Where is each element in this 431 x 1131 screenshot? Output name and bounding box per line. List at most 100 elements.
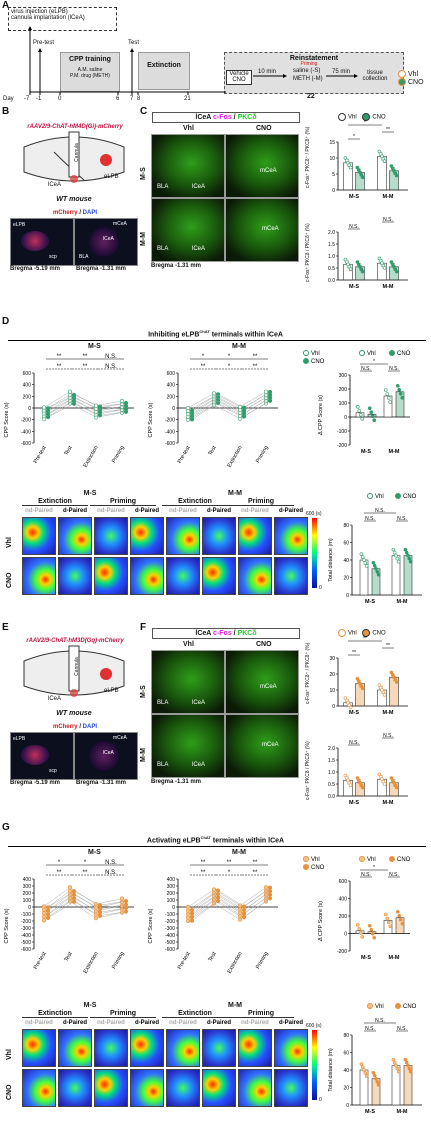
mm-title-g: M-M (232, 849, 246, 856)
chartG-ms-tick-label: -600 (21, 947, 31, 953)
chartF-top-group-label: M-M (383, 710, 394, 716)
chartD-mm-tick-label: 0 (172, 406, 175, 412)
mouse-brain-b (23, 131, 125, 183)
chartG-mm-tick-label: 0 (172, 905, 175, 911)
distD-point (404, 550, 409, 555)
chartC-top-group-label: M-S (349, 194, 359, 200)
chartD-ms-subject-line (43, 400, 123, 417)
heatmap-cell (22, 557, 56, 595)
distG-point (363, 1071, 368, 1075)
tick-a-4: 7 (130, 96, 134, 102)
chartG-mm-tick-label: -200 (165, 919, 175, 925)
chartD-mm-subject-line (191, 394, 271, 414)
virus-e: rAAV2/9-ChAT-hM3D(Gq)-mCherry (26, 638, 124, 644)
chartG-mm-point (241, 915, 247, 920)
chartG-delta-tick-label: 0 (344, 932, 347, 938)
chartC-bot-tick-label: 0.0 (328, 278, 335, 284)
chartF-top-point (382, 692, 387, 697)
stain-e-2: DAPI (82, 724, 98, 730)
chartG-mm-tick-label: -600 (165, 947, 175, 953)
chartG-ms-point (97, 910, 103, 915)
chartG-delta-point (358, 931, 363, 935)
ylabel-f2: c-Fos⁺ PKCδ / PKCδ⁺ (%) (305, 741, 311, 800)
chartD-mm-point (211, 391, 217, 396)
heat-chamber-label: d-Paired (206, 508, 231, 514)
chartD-delta-point (369, 410, 374, 414)
heatmap-cell (238, 1029, 272, 1067)
heat-row-label: Vhl (6, 1049, 13, 1060)
distG-tick-label: 80 (343, 1033, 349, 1039)
test-label: Test (128, 40, 140, 46)
chartG-ms-point (123, 902, 129, 907)
chartG-delta-tick-label: 600 (339, 879, 348, 885)
chartG-mm-point (189, 911, 195, 916)
cannula-e: Cannula (73, 657, 80, 676)
chartG-mm-tick-label: 100 (167, 898, 176, 904)
chartD-delta-sig-label: N.S. (389, 366, 399, 372)
distD-point (403, 547, 408, 552)
chartG-ms-subject-line (43, 894, 123, 914)
chartD-delta-bar (383, 395, 393, 418)
chartG-delta-point (395, 909, 400, 914)
chartD-mm-point (241, 405, 247, 410)
chartG-ms-tick-label: 100 (23, 898, 32, 904)
chartD-delta-tick-label: -200 (337, 443, 347, 449)
chartD-legend2-cno: CNO (397, 351, 411, 357)
distG-point (359, 1062, 364, 1066)
histology-e-right: mCeA lCeA (74, 732, 138, 780)
chartG-legend-vhl-dot (303, 856, 309, 862)
chartD-delta-bar (395, 391, 405, 418)
chartG-mm-point (241, 904, 247, 909)
chartG-ms-point (119, 896, 125, 901)
bregma-e-2: Bregma -1.31 mm (76, 780, 127, 786)
chartF-top-sig-label: ** (352, 650, 356, 656)
chartG-ms-phase-label: Extinction (83, 951, 100, 975)
chartD-ms-point (41, 405, 47, 410)
chartC-bot-tick-label: 0.5 (328, 266, 335, 272)
chartD-delta-tick-label: 200 (339, 387, 348, 393)
distG-point (395, 1066, 400, 1071)
chartD-delta-point (400, 395, 405, 400)
chartG-mm-point (211, 894, 217, 899)
title-g-1: Activating eLPB (146, 837, 201, 845)
heatmap-cell (238, 1069, 272, 1107)
bregma-f: Bregma -1.31 mm (151, 779, 202, 785)
title-c-2: c-Fos (213, 114, 232, 121)
distD-tick-label: 0 (346, 593, 349, 599)
heat-chamber-label: nd-Paired (97, 1020, 125, 1026)
distG-point (376, 1082, 381, 1087)
chartG-ms-phase-label: Priming (111, 951, 126, 970)
chartG-legend2-vhl: Vhl (367, 857, 376, 863)
heat-row-label: Vhl (6, 537, 13, 548)
panel-label-b: B (2, 106, 10, 117)
chartD-ms-point (45, 406, 51, 411)
chartC-bot-tick-label: 1.0 (328, 254, 335, 260)
priming-saline: saline (-S) (293, 68, 321, 74)
chartF-top-sig-label: ** (386, 643, 390, 649)
chartG-mm-point (189, 908, 195, 913)
chartD-legend2-vhl-dot (359, 350, 365, 356)
chartC-top-tick-label: 10 (329, 156, 335, 162)
chartG-mm-point (189, 915, 195, 920)
chartG-legend-vhl: Vhl (311, 857, 320, 863)
ms-title-d: M-S (88, 343, 101, 350)
distG-point (374, 1076, 378, 1081)
cpp-pm: P.M. drug (METH) (70, 72, 110, 79)
distG-point (362, 1068, 366, 1072)
title-d-sup: ChAT (199, 329, 210, 334)
vhl-f: Vhl (183, 641, 194, 648)
legend-a-cno: CNO (408, 79, 424, 87)
distD-group-label: M-M (397, 599, 408, 605)
distG-point (372, 1073, 377, 1078)
heatmap-cell (130, 557, 164, 595)
chartD-ms-phase-label: Extinction (83, 445, 100, 469)
virus-box: virus injection (eLPB) cannula implantat… (8, 7, 117, 31)
bla-c-2: BLA (157, 246, 169, 252)
chartG-ms-tick-label: -400 (21, 933, 31, 939)
histology-e-left: eLPB scp (10, 732, 74, 780)
elpb-e: eLPB (104, 688, 119, 694)
chartG-mm-point (241, 908, 247, 913)
mm-title-d: M-M (232, 343, 246, 350)
chartD-delta-sig-label: * (373, 359, 375, 365)
chartF-top-group-label: M-S (349, 710, 359, 716)
